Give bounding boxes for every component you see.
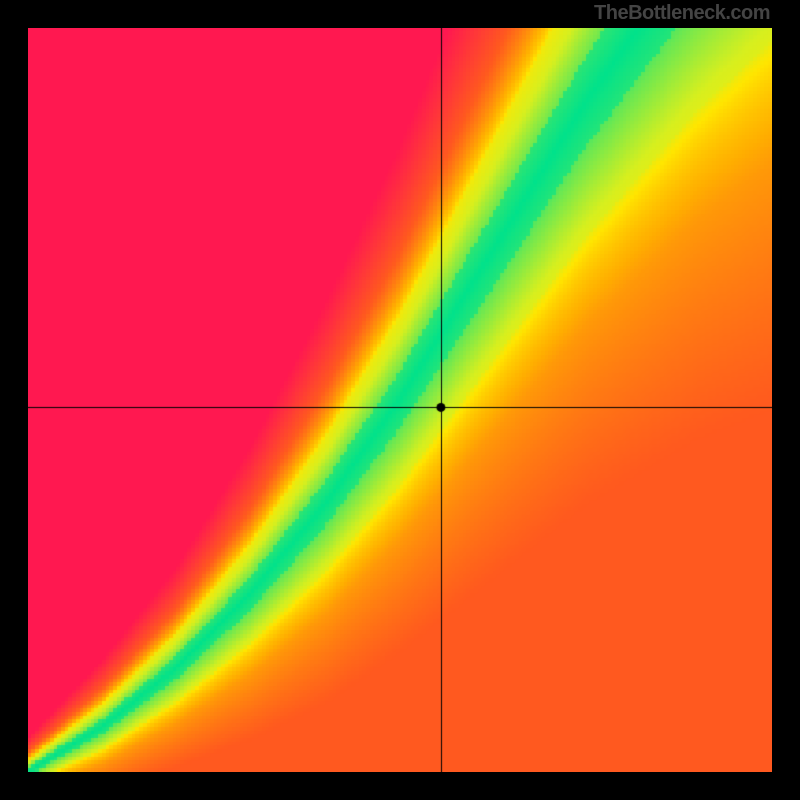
attribution-text: TheBottleneck.com — [594, 2, 770, 25]
chart-outer: TheBottleneck.com — [0, 0, 800, 800]
chart-area — [28, 28, 772, 772]
bottleneck-heatmap — [28, 28, 772, 772]
